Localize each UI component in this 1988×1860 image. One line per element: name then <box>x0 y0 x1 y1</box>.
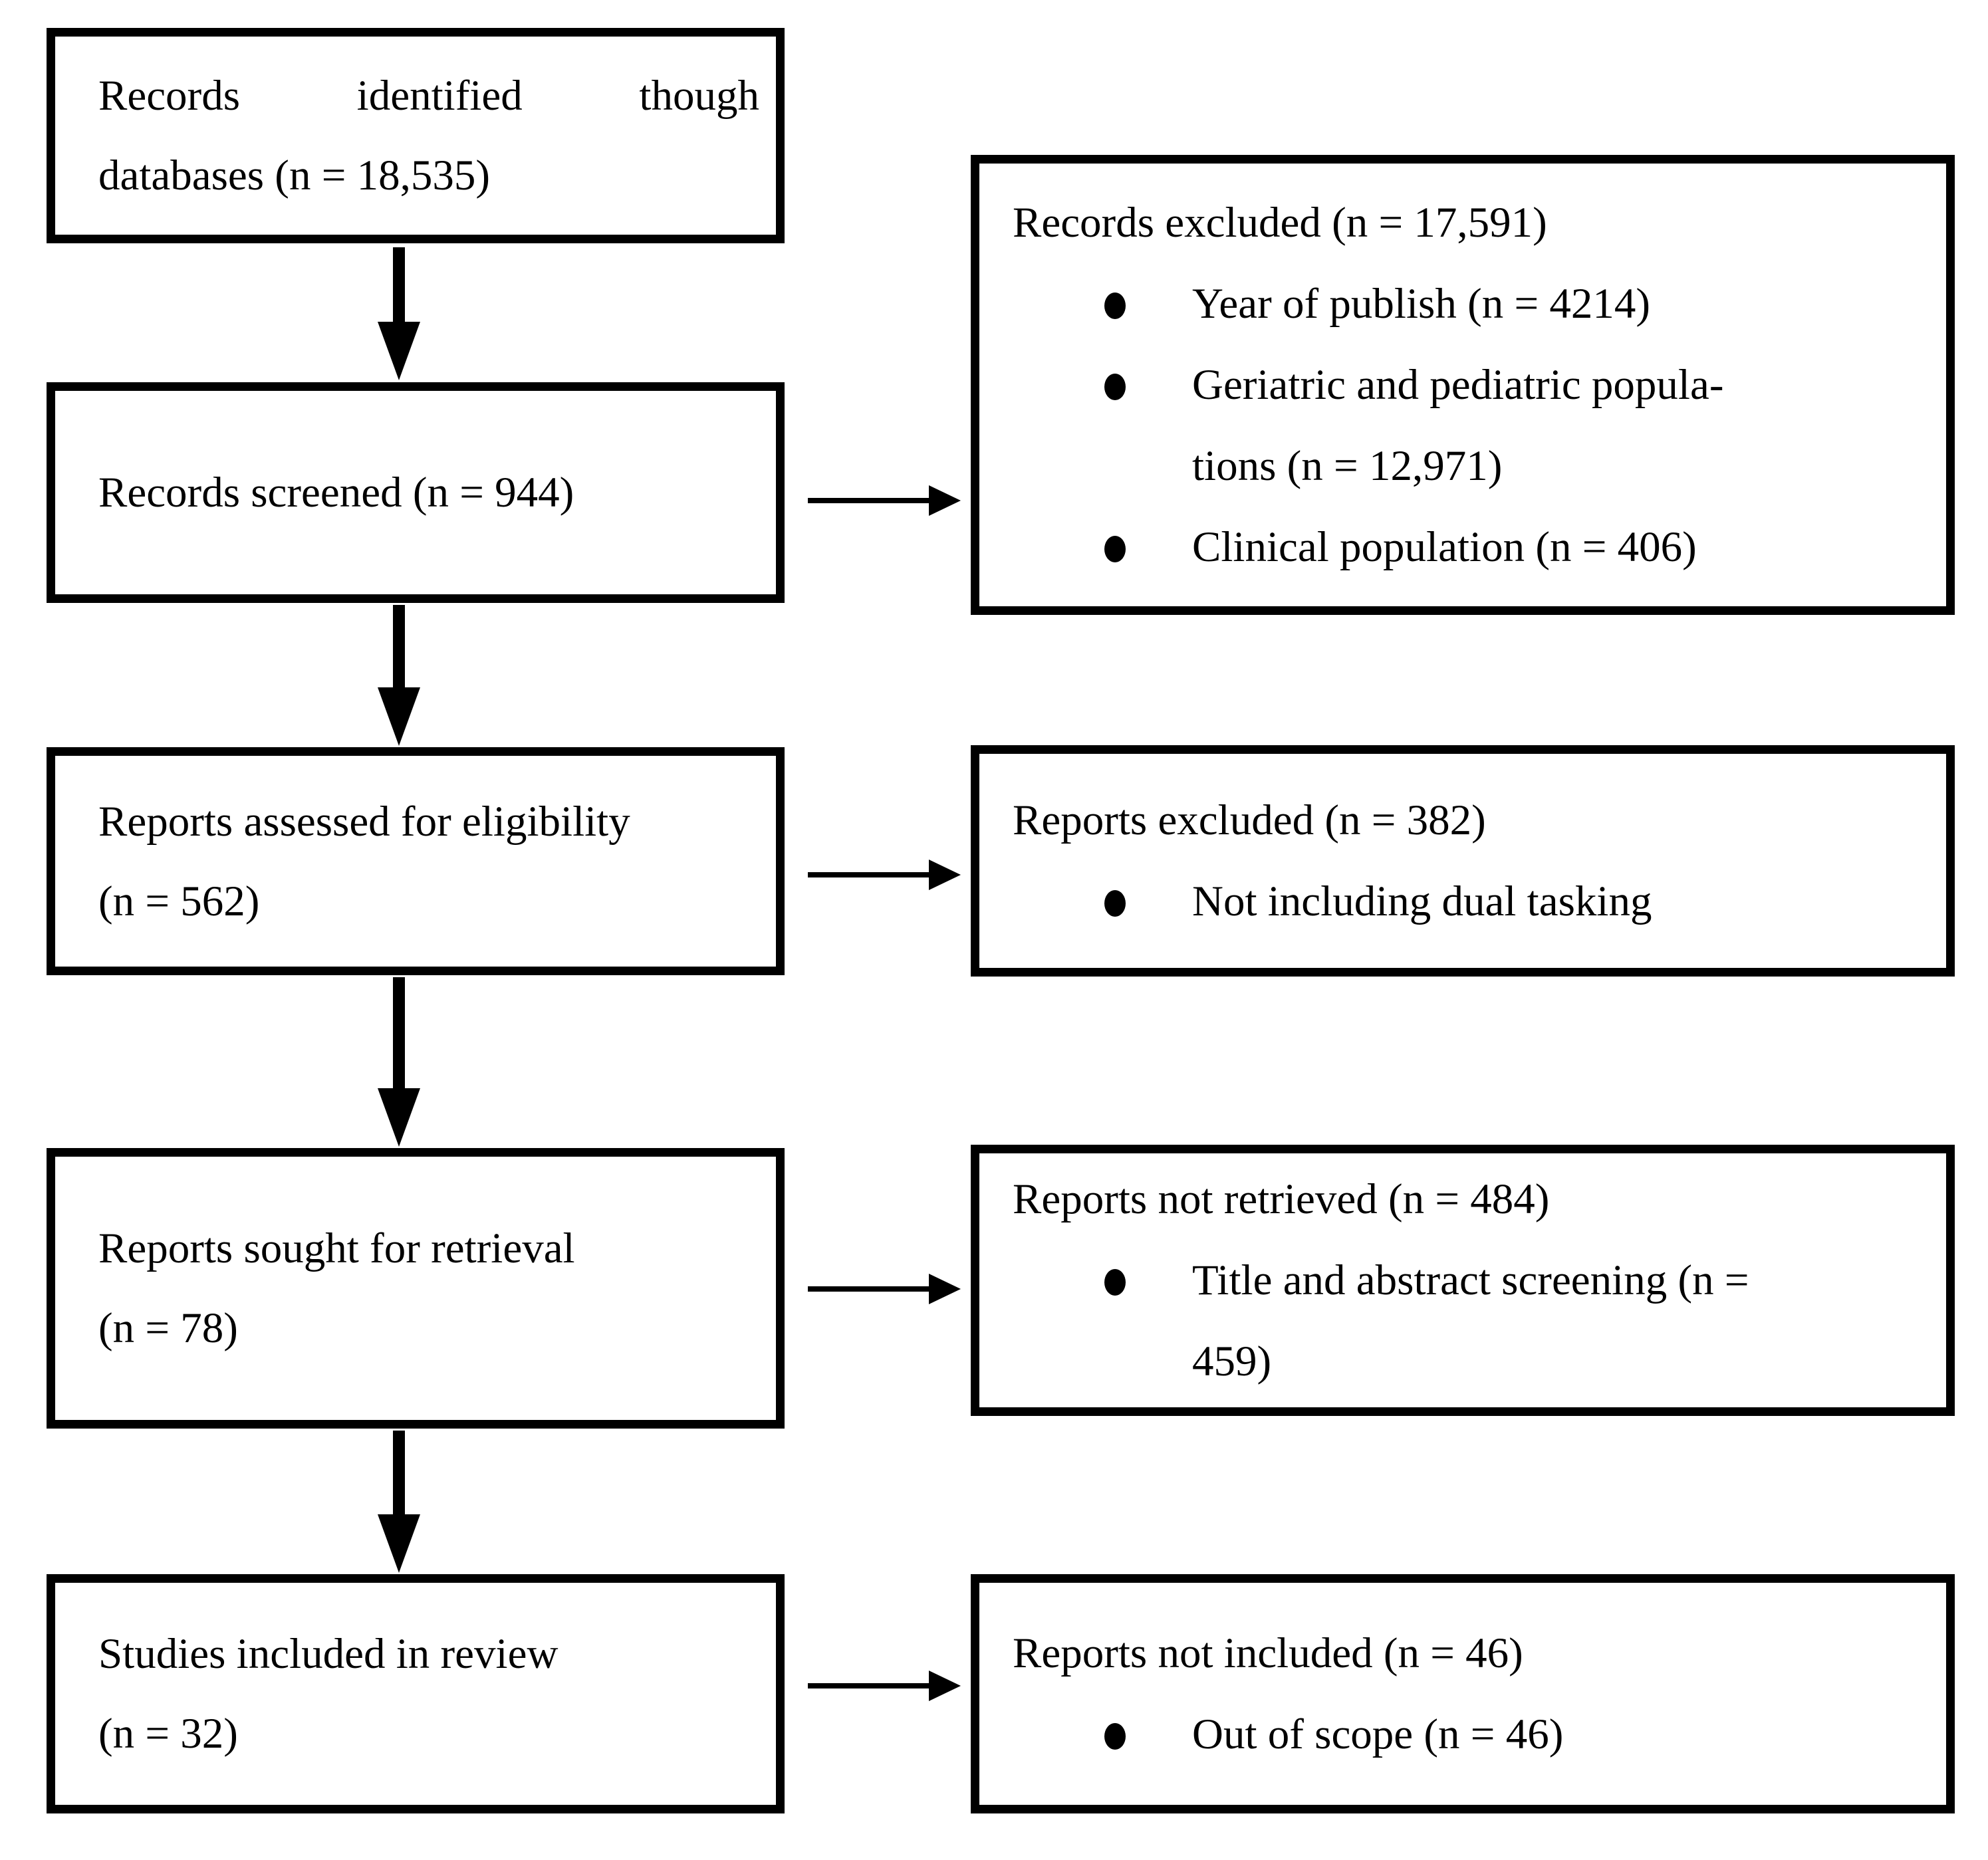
bullet-dot-icon <box>1104 1723 1126 1750</box>
box-records-excluded: Records excluded (n = 17,591) Year of pu… <box>971 155 1955 615</box>
box-text-line: (n = 78) <box>98 1304 238 1352</box>
flow-arrow-down-1 <box>378 247 420 380</box>
box-text-line: Records identified though <box>98 72 759 120</box>
flow-arrow-right-2 <box>808 860 961 890</box>
flow-arrow-right-3 <box>808 1274 961 1304</box>
box-text-line: Reports assessed for eligibility <box>98 797 630 846</box>
flow-arrow-down-2 <box>378 605 420 746</box>
bullet-text: Year of publish (n = 4214) <box>1192 280 1651 328</box>
box-reports-not-included: Reports not included (n = 46) Out of sco… <box>971 1574 1955 1813</box>
box-text-line: Records screened (n = 944) <box>98 469 574 517</box>
box-title: Reports not included (n = 46) <box>1013 1629 1523 1677</box>
bullet-item: Not including dual tasking <box>1013 861 1926 942</box>
box-text-line: (n = 562) <box>98 877 260 925</box>
bullet-dot-icon <box>1104 374 1126 400</box>
box-records-identified: Records identified though databases (n =… <box>47 28 785 243</box>
flow-arrow-down-4 <box>378 1431 420 1573</box>
bullet-text: Not including dual tasking <box>1192 877 1652 925</box>
box-reports-sought: Reports sought for retrieval (n = 78) <box>47 1148 785 1429</box>
bullet-dot-icon <box>1104 890 1126 917</box>
flow-arrow-right-4 <box>808 1671 961 1701</box>
box-text-line: Studies included in review <box>98 1630 559 1678</box>
bullet-text: Clinical population (n = 406) <box>1192 523 1697 571</box>
bullet-text: Geriatric and pediatric popula- tions (n… <box>1192 361 1724 490</box>
bullet-dot-icon <box>1104 1269 1126 1296</box>
box-reports-assessed: Reports assessed for eligibility (n = 56… <box>47 747 785 975</box>
box-title: Reports not retrieved (n = 484) <box>1013 1175 1550 1223</box>
box-studies-included: Studies included in review (n = 32) <box>47 1574 785 1813</box>
bullet-text: Out of scope (n = 46) <box>1192 1710 1564 1758</box>
bullet-item: Year of publish (n = 4214) <box>1013 263 1926 344</box>
bullet-text: Title and abstract screening (n = 459) <box>1192 1256 1749 1385</box>
bullet-item: Geriatric and pediatric popula- tions (n… <box>1013 344 1926 507</box>
bullet-dot-icon <box>1104 292 1126 319</box>
box-records-screened: Records screened (n = 944) <box>47 382 785 603</box>
box-reports-excluded: Reports excluded (n = 382) Not including… <box>971 745 1955 977</box>
box-text-line: Reports sought for retrieval <box>98 1224 575 1272</box>
box-title: Records excluded (n = 17,591) <box>1013 199 1547 247</box>
bullet-dot-icon <box>1104 536 1126 562</box>
bullet-item: Clinical population (n = 406) <box>1013 507 1926 588</box>
bullet-item: Title and abstract screening (n = 459) <box>1013 1240 1926 1402</box>
box-title: Reports excluded (n = 382) <box>1013 796 1486 844</box>
box-reports-not-retrieved: Reports not retrieved (n = 484) Title an… <box>971 1145 1955 1416</box>
box-text-line: (n = 32) <box>98 1710 238 1758</box>
box-text-line: databases (n = 18,535) <box>98 152 490 199</box>
flow-arrow-right-1 <box>808 485 961 516</box>
flow-arrow-down-3 <box>378 977 420 1147</box>
bullet-item: Out of scope (n = 46) <box>1013 1694 1926 1775</box>
